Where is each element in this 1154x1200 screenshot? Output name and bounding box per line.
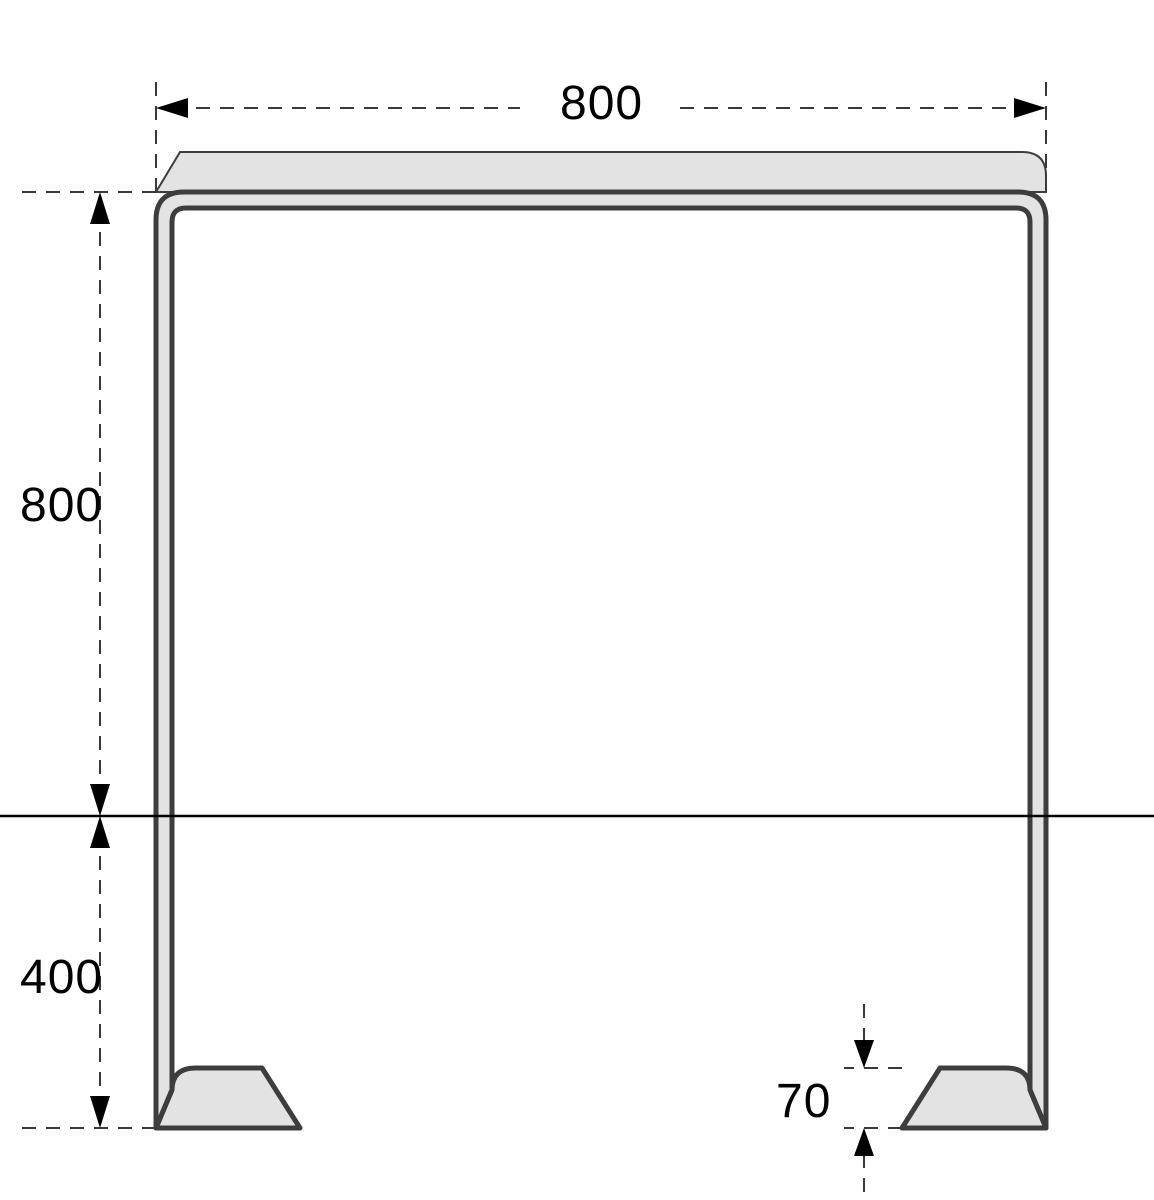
dim-width-label: 800 <box>560 76 643 131</box>
dim-70-arrow-top <box>854 1040 874 1068</box>
dim-height-800-label: 800 <box>20 478 103 533</box>
dim-70-arrow-bottom <box>854 1128 874 1156</box>
dim-foot-70-label: 70 <box>776 1074 831 1129</box>
drawing-svg <box>0 0 1154 1200</box>
dim-width-arrow-right <box>1014 98 1046 118</box>
top-cap <box>156 152 1046 192</box>
left-foot <box>156 1068 300 1128</box>
dim-depth-400-label: 400 <box>20 950 103 1005</box>
dim-h400-arrow-top <box>90 816 110 848</box>
dim-h400-arrow-bottom <box>90 1096 110 1128</box>
dim-width-arrow-left <box>156 98 188 118</box>
dim-h800-arrow-bottom <box>90 784 110 816</box>
dim-h800-arrow-top <box>90 192 110 224</box>
right-foot <box>902 1068 1046 1128</box>
technical-drawing: 800 800 400 70 <box>0 0 1154 1200</box>
tube-body-outer <box>156 192 1046 1128</box>
